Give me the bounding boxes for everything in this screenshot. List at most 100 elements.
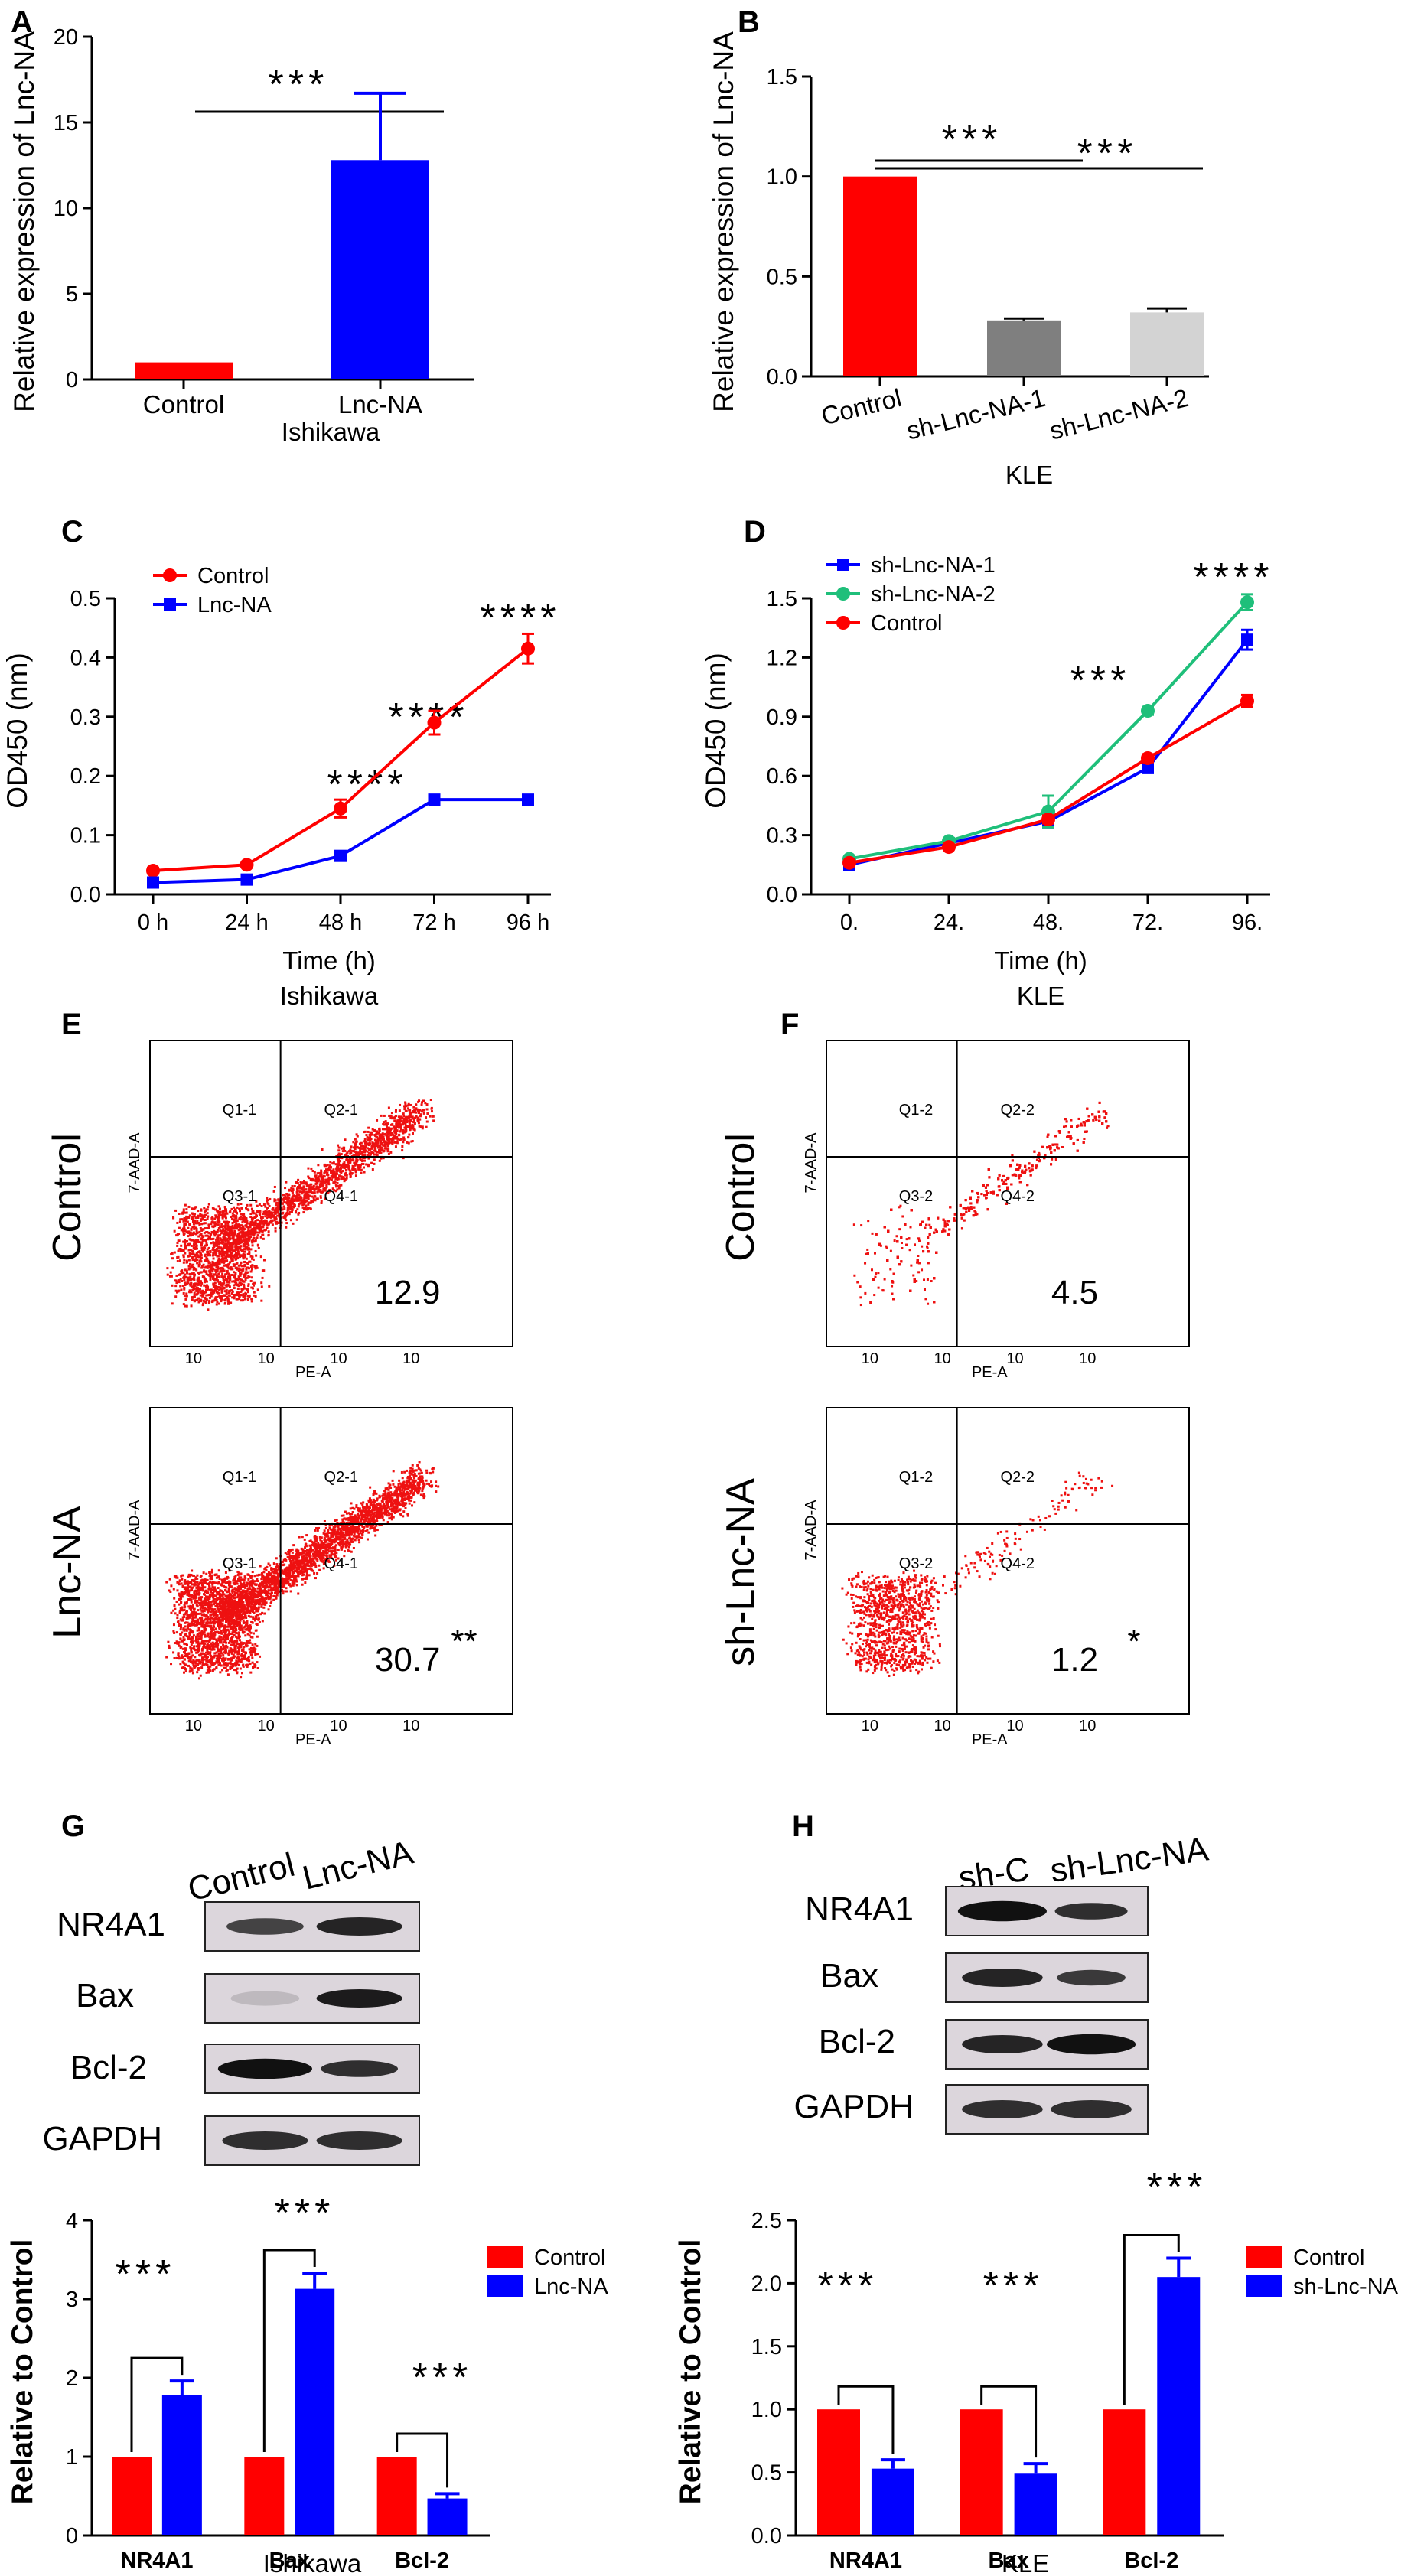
event-dot	[204, 1607, 207, 1610]
event-dot	[197, 1583, 200, 1586]
event-dot	[376, 1141, 380, 1144]
event-dot	[210, 1238, 213, 1241]
event-dot	[362, 1145, 365, 1148]
event-dot	[408, 1112, 411, 1115]
event-dot	[205, 1285, 208, 1288]
event-dot	[233, 1224, 236, 1227]
event-dot	[232, 1627, 235, 1630]
event-dot	[236, 1661, 239, 1664]
event-dot	[296, 1182, 299, 1185]
event-dot	[286, 1210, 289, 1213]
event-dot	[247, 1209, 250, 1212]
event-dot	[207, 1264, 210, 1267]
event-dot	[228, 1273, 231, 1276]
event-dot	[182, 1229, 185, 1233]
event-dot	[242, 1220, 245, 1223]
event-dot	[217, 1275, 220, 1278]
event-dot	[379, 1140, 382, 1143]
event-dot	[226, 1581, 230, 1584]
event-dot	[213, 1581, 216, 1584]
event-dot	[227, 1249, 230, 1252]
event-dot	[316, 1529, 319, 1532]
event-dot	[189, 1604, 192, 1607]
flowE1-gate-label: Q3-1	[223, 1188, 256, 1205]
event-dot	[236, 1279, 239, 1282]
event-dot	[252, 1287, 255, 1290]
event-dot	[216, 1263, 219, 1266]
event-dot	[237, 1285, 240, 1288]
event-dot	[298, 1196, 301, 1199]
event-dot	[172, 1630, 175, 1633]
event-dot	[175, 1600, 178, 1603]
event-dot	[207, 1651, 210, 1654]
flowE1-gate-label: Q2-1	[324, 1102, 358, 1119]
event-dot	[185, 1217, 188, 1220]
event-dot	[378, 1127, 381, 1130]
event-dot	[212, 1275, 215, 1278]
event-dot	[213, 1668, 216, 1671]
event-dot	[180, 1575, 183, 1578]
event-dot	[356, 1151, 359, 1154]
event-dot	[190, 1647, 193, 1650]
event-dot	[205, 1595, 208, 1598]
event-dot	[251, 1244, 254, 1247]
event-dot	[314, 1199, 317, 1202]
event-dot	[176, 1221, 179, 1224]
event-dot	[178, 1226, 181, 1229]
event-dot	[319, 1190, 322, 1194]
event-dot	[204, 1601, 207, 1604]
event-dot	[230, 1257, 233, 1260]
event-dot	[239, 1667, 242, 1670]
event-dot	[291, 1190, 294, 1194]
event-dot	[249, 1671, 253, 1674]
event-dot	[313, 1191, 316, 1194]
event-dot	[174, 1285, 178, 1288]
event-dot	[250, 1229, 253, 1232]
event-dot	[278, 1215, 281, 1218]
event-dot	[302, 1211, 305, 1214]
event-dot	[286, 1201, 289, 1204]
event-dot	[397, 1124, 400, 1127]
event-dot	[198, 1596, 201, 1599]
event-dot	[193, 1240, 196, 1243]
event-dot	[196, 1604, 199, 1607]
event-dot	[172, 1216, 175, 1220]
event-dot	[246, 1644, 249, 1647]
event-dot	[191, 1614, 194, 1617]
event-dot	[192, 1661, 195, 1664]
event-dot	[247, 1641, 250, 1644]
event-dot	[234, 1272, 237, 1275]
event-dot	[243, 1233, 246, 1236]
event-dot	[216, 1295, 219, 1298]
event-dot	[236, 1589, 239, 1592]
event-dot	[204, 1239, 207, 1242]
event-dot	[213, 1217, 217, 1220]
event-dot	[195, 1641, 198, 1644]
event-dot	[214, 1630, 217, 1633]
event-dot	[289, 1219, 292, 1222]
event-dot	[223, 1215, 226, 1218]
event-dot	[214, 1262, 217, 1265]
event-dot	[338, 1167, 341, 1170]
event-dot	[344, 1172, 347, 1175]
event-dot	[224, 1294, 227, 1297]
event-dot	[206, 1583, 209, 1586]
event-dot	[194, 1635, 197, 1638]
event-dot	[360, 1141, 363, 1145]
event-dot	[187, 1664, 190, 1667]
event-dot	[217, 1648, 220, 1651]
event-dot	[273, 1200, 276, 1203]
event-dot	[238, 1207, 241, 1210]
event-dot	[170, 1611, 173, 1614]
event-dot	[196, 1262, 199, 1265]
event-dot	[233, 1656, 236, 1659]
event-dot	[242, 1257, 245, 1260]
event-dot	[200, 1243, 204, 1246]
event-dot	[241, 1229, 244, 1233]
event-dot	[292, 1222, 295, 1225]
event-dot	[217, 1236, 220, 1239]
event-dot	[395, 1120, 398, 1123]
event-dot	[235, 1640, 238, 1643]
event-dot	[269, 1212, 272, 1215]
event-dot	[331, 1174, 334, 1177]
